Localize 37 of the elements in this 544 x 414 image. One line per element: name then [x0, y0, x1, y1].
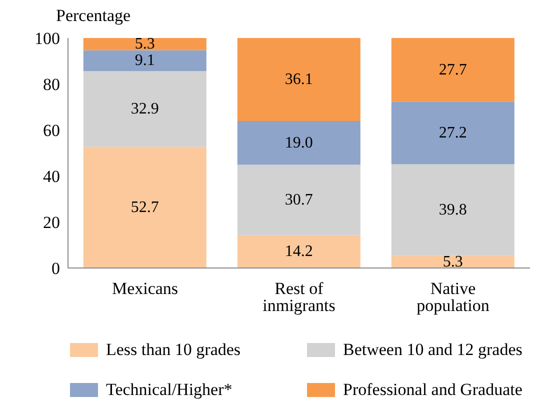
bar	[83, 50, 206, 72]
data-label: 30.7	[284, 192, 313, 209]
bar	[391, 38, 514, 102]
y-tick-label: 100	[34, 29, 60, 48]
data-label: 5.3	[442, 253, 463, 270]
data-label: 19.0	[284, 134, 313, 152]
y-tick-label: 80	[43, 75, 60, 94]
y-axis-title: Percentage	[56, 6, 131, 26]
bar	[83, 38, 206, 50]
x-tick-label: Mexicans	[112, 279, 178, 298]
legend-label: Professional and Graduate	[343, 380, 522, 400]
data-label: 36.1	[284, 71, 313, 88]
bar	[237, 38, 360, 122]
x-tick-label: Rest of inmigrants	[262, 279, 336, 316]
y-tick-label: 60	[43, 121, 60, 140]
data-label: 9.1	[134, 52, 155, 70]
y-tick-label: 0	[52, 259, 60, 278]
bar	[391, 102, 514, 164]
bar	[391, 164, 514, 256]
x-tick-label: Native population	[416, 279, 490, 316]
bar	[237, 235, 360, 268]
data-label: 27.7	[438, 61, 467, 78]
bar	[83, 146, 206, 268]
y-tick-label: 40	[43, 167, 60, 186]
legend-label: Technical/Higher*	[106, 380, 232, 400]
y-tick-label: 20	[43, 213, 60, 232]
legend-label: Between 10 and 12 grades	[343, 340, 522, 360]
data-label: 52.7	[130, 198, 159, 216]
data-label: 14.2	[284, 243, 313, 260]
legend-label: Less than 10 grades	[106, 340, 241, 360]
data-label: 5.3	[134, 36, 155, 53]
data-label: 27.2	[438, 124, 467, 142]
bar	[83, 71, 206, 147]
bar	[237, 121, 360, 165]
bar	[237, 164, 360, 236]
data-label: 32.9	[130, 100, 159, 118]
data-label: 39.8	[438, 202, 467, 219]
